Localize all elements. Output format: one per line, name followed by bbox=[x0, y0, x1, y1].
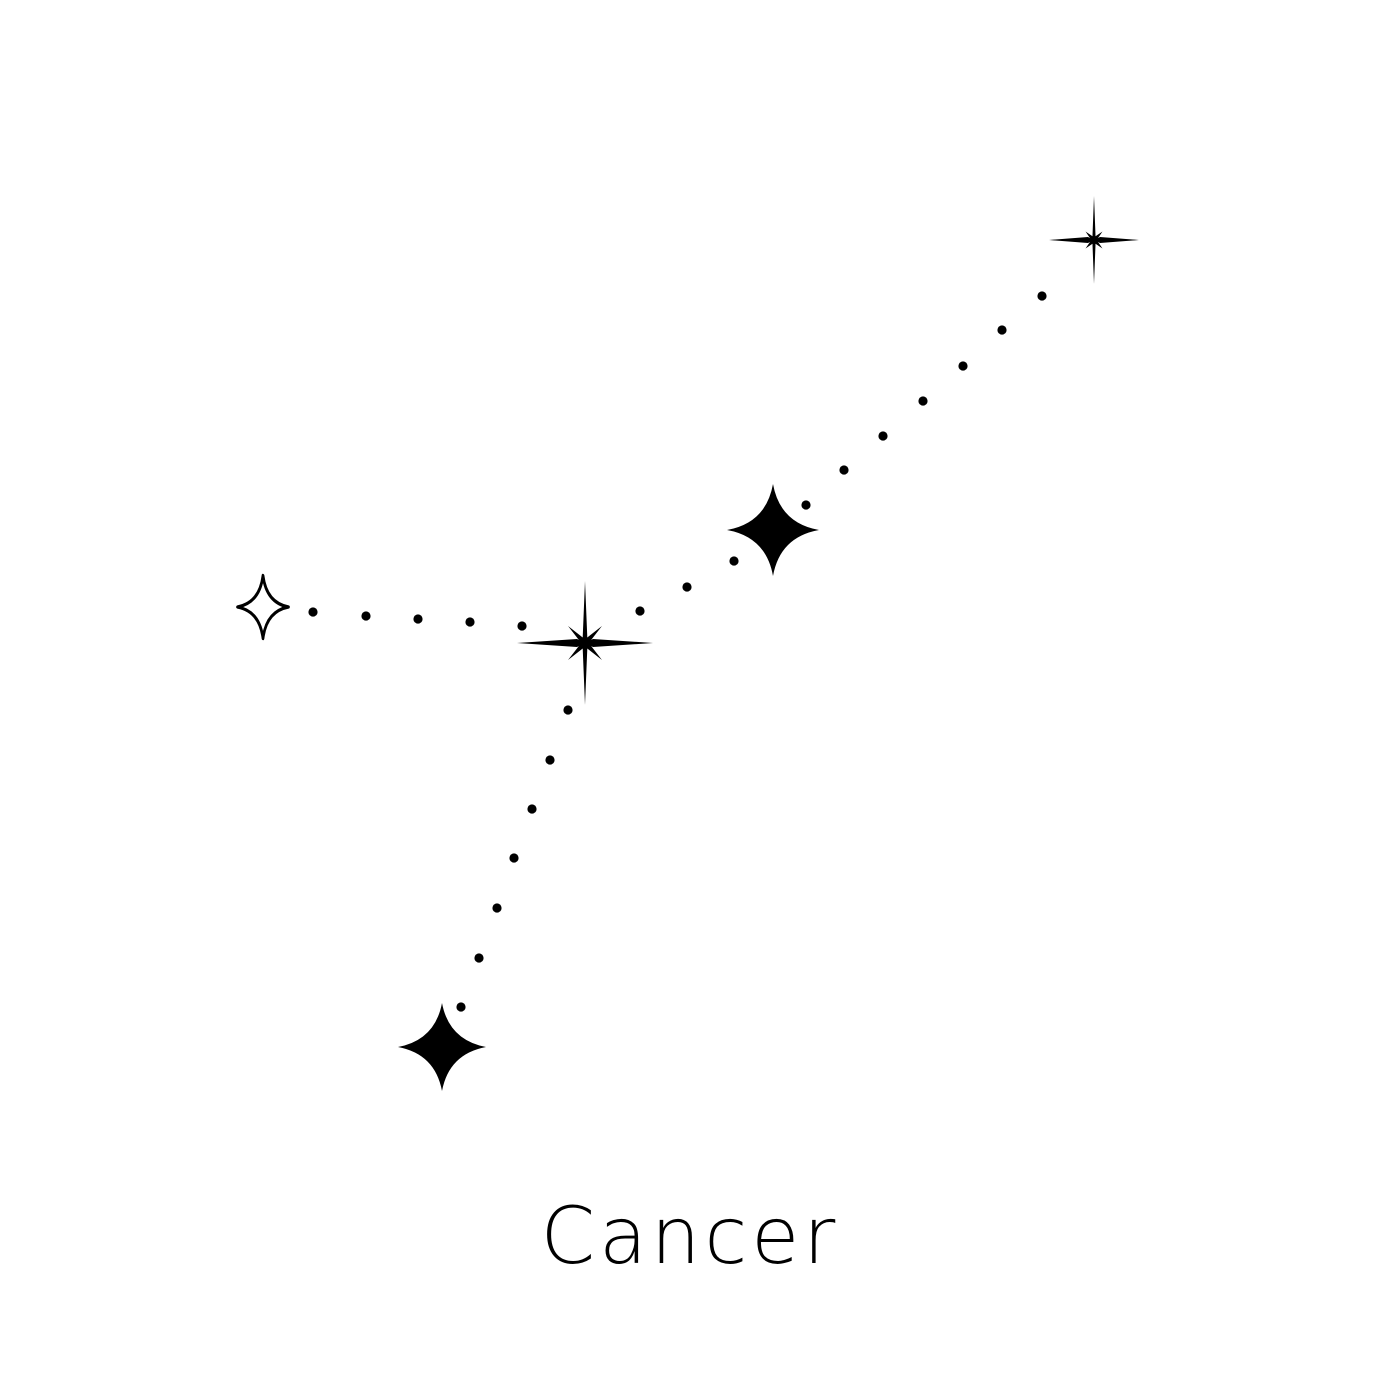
star-far-right-icon bbox=[1049, 196, 1139, 284]
constellation-dot bbox=[492, 903, 502, 913]
constellation-dot bbox=[918, 396, 928, 406]
constellation-dot bbox=[456, 1002, 466, 1012]
constellation-dot bbox=[308, 607, 318, 617]
constellation-dot bbox=[635, 606, 645, 616]
constellation-dot bbox=[474, 953, 484, 963]
constellation-dot bbox=[801, 500, 811, 510]
star-ray bbox=[517, 639, 653, 647]
constellation-title: Cancer bbox=[541, 1192, 840, 1282]
constellation-dotted-lines bbox=[308, 291, 1047, 1012]
constellation-dot bbox=[465, 617, 475, 627]
constellation-dot bbox=[517, 621, 527, 631]
star-shape bbox=[398, 1003, 486, 1091]
constellation-dot bbox=[527, 804, 537, 814]
constellation-dot bbox=[958, 361, 968, 371]
star-shape bbox=[236, 573, 290, 641]
constellation-dot bbox=[545, 755, 555, 765]
constellation-dot bbox=[413, 614, 423, 624]
constellation-dot bbox=[997, 325, 1007, 335]
constellation-dot bbox=[839, 465, 849, 475]
star-ray bbox=[1049, 237, 1139, 243]
star-center-icon bbox=[517, 581, 653, 705]
constellation-dot bbox=[509, 853, 519, 863]
star-upper-middle-icon bbox=[727, 484, 819, 576]
constellation-dot bbox=[878, 431, 888, 441]
star-left-icon bbox=[236, 573, 290, 641]
constellation-dot bbox=[361, 611, 371, 621]
constellation-dot bbox=[1037, 291, 1047, 301]
star-shape bbox=[727, 484, 819, 576]
constellation-dot bbox=[682, 582, 692, 592]
constellation-dot bbox=[563, 705, 573, 715]
star-bottom-icon bbox=[398, 1003, 486, 1091]
constellation-dot bbox=[729, 556, 739, 566]
